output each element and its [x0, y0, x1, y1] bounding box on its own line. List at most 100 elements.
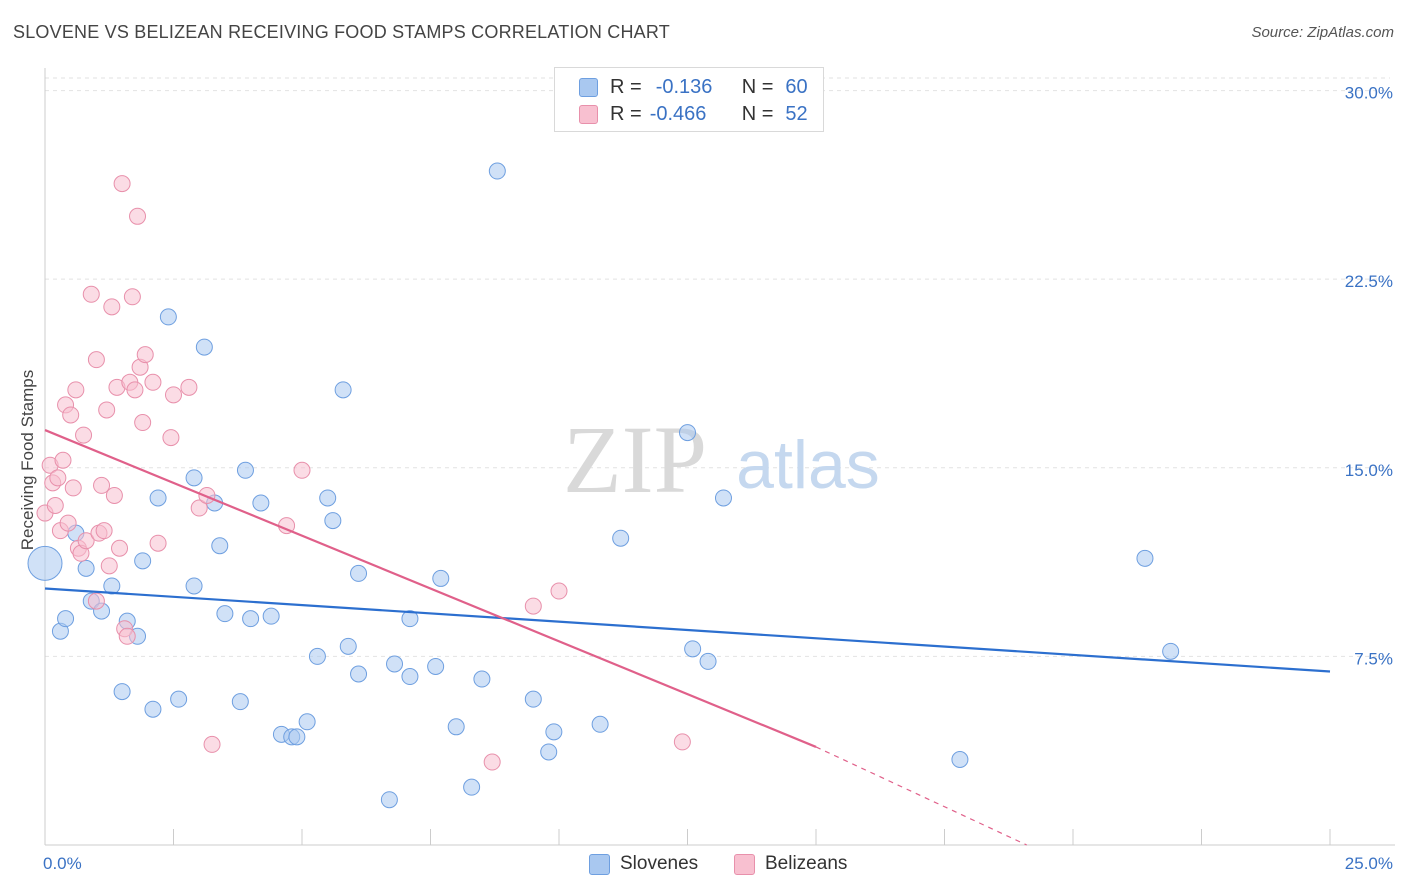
belizeans-point	[483, 753, 501, 771]
slovenes-point	[524, 690, 542, 708]
slovenes-point	[339, 637, 357, 655]
watermark-zip: ZIP	[563, 406, 707, 513]
slovenes-point	[27, 545, 63, 581]
trend-lines	[44, 429, 1331, 846]
tick-labels: 7.5% 15.0% 22.5% 30.0% 0.0% 25.0%	[43, 84, 1393, 873]
slovenes-point	[473, 670, 491, 688]
watermark: ZIP atlas	[563, 406, 880, 513]
slovenes-point	[298, 713, 316, 731]
watermark-atlas: atlas	[736, 427, 880, 503]
belizeans-point	[87, 351, 105, 369]
slovenes-point	[57, 610, 75, 628]
belizeans-point	[49, 469, 67, 487]
slovenes-point	[463, 778, 481, 796]
slovenes-point	[319, 489, 337, 507]
slovenes-point	[447, 718, 465, 736]
belizeans-point	[93, 476, 111, 494]
slovenes-point	[159, 308, 177, 326]
slovenes-point	[951, 750, 969, 768]
n-label: N =	[741, 102, 774, 125]
slovenes-point	[170, 690, 188, 708]
slovenes-point	[432, 569, 450, 587]
r-label: R =	[610, 75, 642, 98]
belizeans-n-value: 52	[785, 102, 808, 125]
slovenes-point	[1162, 642, 1180, 660]
belizeans-r-value: -0.466	[649, 102, 707, 125]
legend-row-belizeans: R = -0.466 N = 52	[579, 102, 808, 126]
belizeans-point	[75, 426, 93, 444]
slovenes-swatch	[579, 77, 598, 97]
belizeans-point	[118, 627, 136, 645]
gridlines	[45, 77, 1390, 657]
slovenes-point	[591, 715, 609, 733]
x-tick-label-min: 0.0%	[43, 854, 82, 873]
belizeans-trend-line	[44, 429, 817, 748]
belizeans-point	[82, 285, 100, 303]
belizeans-point	[524, 597, 542, 615]
slovenes-point	[113, 683, 131, 701]
slovenes-point	[231, 693, 249, 711]
slovenes-point	[401, 668, 419, 686]
slovenes-point	[401, 610, 419, 628]
belizeans-point	[46, 497, 64, 515]
slovenes-point	[1136, 549, 1154, 567]
slovenes-point	[134, 552, 152, 570]
stats-legend: R = -0.136 N = 60 R = -0.466 N = 52	[554, 67, 824, 132]
belizeans-point	[67, 381, 85, 399]
y-tick-label: 7.5%	[1354, 649, 1393, 668]
belizeans-point	[59, 514, 77, 532]
belizeans-point	[111, 539, 129, 557]
belizeans-point	[190, 499, 208, 517]
belizeans-point	[64, 479, 82, 497]
belizeans-point	[105, 486, 123, 504]
slovenes-point	[334, 381, 352, 399]
chart-title: SLOVENE VS BELIZEAN RECEIVING FOOD STAMP…	[13, 22, 670, 42]
belizeans-legend-swatch	[734, 853, 755, 875]
belizeans-point	[134, 414, 152, 432]
slovenes-point	[324, 512, 342, 530]
belizeans-point	[162, 429, 180, 447]
slovenes-r-value: -0.136	[655, 75, 713, 98]
slovenes-point	[236, 461, 254, 479]
slovenes-n-value: 60	[785, 75, 808, 98]
slovenes-point	[545, 723, 563, 741]
belizeans-point	[293, 461, 311, 479]
belizeans-swatch	[579, 104, 598, 124]
belizeans-point	[203, 735, 221, 753]
belizeans-point	[98, 401, 116, 419]
slovenes-point	[714, 489, 732, 507]
legend-item-slovenes[interactable]: Slovenes	[589, 852, 698, 876]
belizeans-point	[103, 298, 121, 316]
slovenes-point	[684, 640, 702, 658]
slovenes-point	[679, 424, 696, 442]
belizeans-point	[87, 592, 105, 610]
legend-item-belizeans[interactable]: Belizeans	[734, 852, 847, 876]
belizeans-point	[144, 373, 162, 391]
slovenes-point	[427, 657, 445, 675]
belizeans-point	[673, 733, 691, 751]
belizeans-point	[136, 346, 154, 364]
slovenes-legend-swatch	[589, 853, 610, 875]
belizeans-point	[77, 532, 95, 550]
slovenes-point	[77, 559, 95, 577]
slovenes-point	[540, 743, 558, 761]
slovenes-point	[612, 529, 630, 547]
n-label: N =	[741, 75, 774, 98]
source-credit: Source: ZipAtlas.com	[1251, 24, 1394, 41]
belizeans-legend-label: Belizeans	[765, 853, 848, 874]
belizeans-point	[165, 386, 182, 404]
slovenes-point	[144, 700, 162, 718]
slovenes-point	[380, 791, 398, 809]
slovenes-point	[149, 489, 167, 507]
y-tick-label: 22.5%	[1345, 272, 1393, 291]
slovenes-point	[252, 494, 270, 512]
belizeans-trend-extension	[815, 746, 1027, 846]
belizeans-points	[36, 175, 691, 771]
slovenes-point	[185, 469, 203, 487]
belizeans-point	[95, 522, 113, 540]
y-tick-label: 15.0%	[1345, 461, 1393, 480]
belizeans-point	[129, 207, 147, 225]
slovenes-point	[262, 607, 280, 625]
belizeans-point	[123, 288, 141, 306]
belizeans-point	[54, 451, 72, 469]
